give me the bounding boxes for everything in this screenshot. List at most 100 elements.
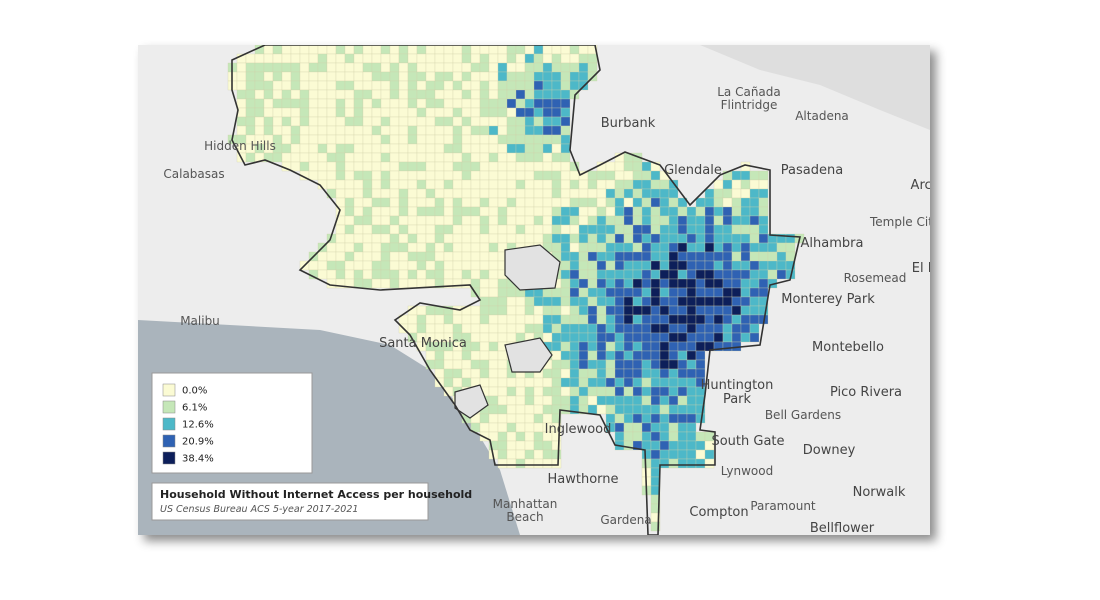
tract [569,170,580,181]
tract [677,296,688,307]
tract [578,296,589,307]
tract [569,206,580,217]
tract [713,332,724,343]
tract [398,269,409,280]
tract [389,179,400,190]
tract [470,332,481,343]
tract [641,431,652,442]
tract [506,422,517,433]
legend-swatch [162,400,176,414]
tract [578,341,589,352]
tract [371,71,382,82]
tract [659,386,670,397]
tract [596,395,607,406]
tract [398,251,409,262]
tract [398,125,409,136]
tract [263,80,274,91]
tract [281,143,292,154]
tract [524,188,535,199]
tract [515,404,526,415]
tract [749,287,760,298]
place-label: Bell Gardens [765,408,841,422]
tract [407,116,418,127]
tract [704,314,715,325]
tract [497,53,508,64]
tract [479,296,490,307]
tract [668,287,679,298]
tract [614,197,625,208]
tract [560,242,571,253]
tract [398,224,409,235]
tract [560,45,571,55]
tract [623,386,634,397]
tract [623,188,634,199]
tract [515,134,526,145]
tract [677,332,688,343]
tract [380,161,391,172]
tract [632,269,643,280]
tract [245,53,256,64]
tract [497,80,508,91]
tract [605,287,616,298]
tract [353,45,364,55]
tract [398,188,409,199]
tract [380,80,391,91]
tract [488,341,499,352]
tract [317,80,328,91]
tract [425,98,436,109]
tract [758,206,769,217]
tract [587,332,598,343]
tract [677,350,688,361]
tract [749,260,760,271]
tract [650,296,661,307]
tract [497,89,508,100]
tract [452,170,463,181]
tract [740,206,751,217]
tract [524,179,535,190]
tract [668,332,679,343]
tract [524,116,535,127]
tract [650,269,661,280]
tract [443,98,454,109]
tract [317,161,328,172]
tract [299,45,310,55]
tract [452,71,463,82]
tract [524,161,535,172]
tract [677,224,688,235]
tract [479,341,490,352]
tract [398,143,409,154]
tract [785,233,796,244]
tract [335,251,346,262]
tract [758,260,769,271]
tract [344,188,355,199]
tract [353,251,364,262]
tract [470,341,481,352]
tract [524,314,535,325]
tract [749,215,760,226]
tract [524,53,535,64]
tract [389,233,400,244]
tract [758,215,769,226]
tract [344,242,355,253]
tract [317,269,328,280]
tract [254,62,265,73]
tract [398,170,409,181]
tract [506,98,517,109]
tract [587,269,598,280]
tract [479,71,490,82]
tract [371,89,382,100]
tract [650,197,661,208]
tract [659,305,670,316]
tract [569,260,580,271]
tract [524,71,535,82]
tract [542,170,553,181]
tract [452,107,463,118]
tract [542,80,553,91]
tract [569,53,580,64]
tract [542,134,553,145]
tract [308,152,319,163]
tract [623,305,634,316]
tract [335,125,346,136]
tract [443,107,454,118]
tract [299,152,310,163]
